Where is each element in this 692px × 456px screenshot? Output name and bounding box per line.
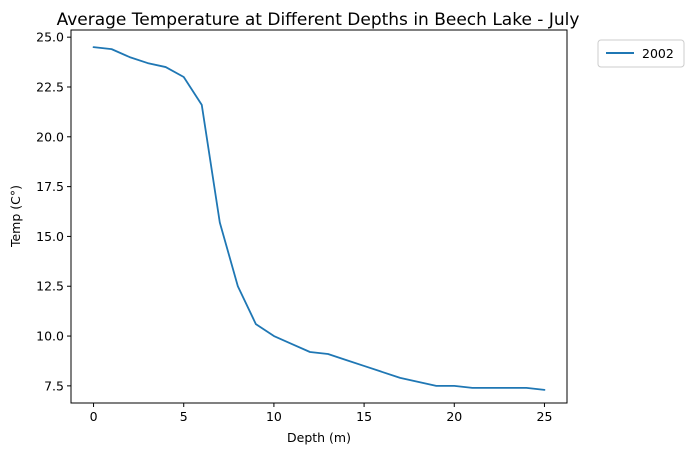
y-axis-label: Temp (C°) (8, 185, 23, 248)
series-layer (92, 46, 546, 391)
chart-title: Average Temperature at Different Depths … (57, 10, 580, 30)
y-tick-label: 12.5 (36, 279, 64, 294)
y-axis-ticks: 7.5 10.0 12.5 15.0 17.5 20.0 22.5 25.0 (36, 30, 71, 393)
x-tick-label: 0 (90, 409, 98, 424)
x-tick-label: 15 (356, 409, 372, 424)
y-tick-label: 25.0 (36, 30, 64, 45)
plot-area-frame (70, 29, 568, 404)
y-tick-label: 20.0 (36, 129, 64, 144)
y-tick-label: 7.5 (44, 378, 64, 393)
legend-box (597, 39, 685, 68)
y-tick-label: 17.5 (36, 179, 64, 194)
y-tick-label: 22.5 (36, 79, 64, 94)
legend: 2002 (597, 39, 685, 68)
x-axis-ticks: 0 5 10 15 20 25 (90, 403, 553, 424)
y-tick-label: 15.0 (36, 229, 64, 244)
x-tick-label: 10 (266, 409, 282, 424)
x-tick-label: 20 (446, 409, 462, 424)
y-tick-label: 10.0 (36, 329, 64, 344)
x-tick-label: 5 (180, 409, 188, 424)
x-axis-label: Depth (m) (287, 430, 351, 445)
series-line-2002 (92, 46, 546, 391)
x-tick-label: 25 (537, 409, 553, 424)
legend-label-2002: 2002 (642, 46, 674, 61)
